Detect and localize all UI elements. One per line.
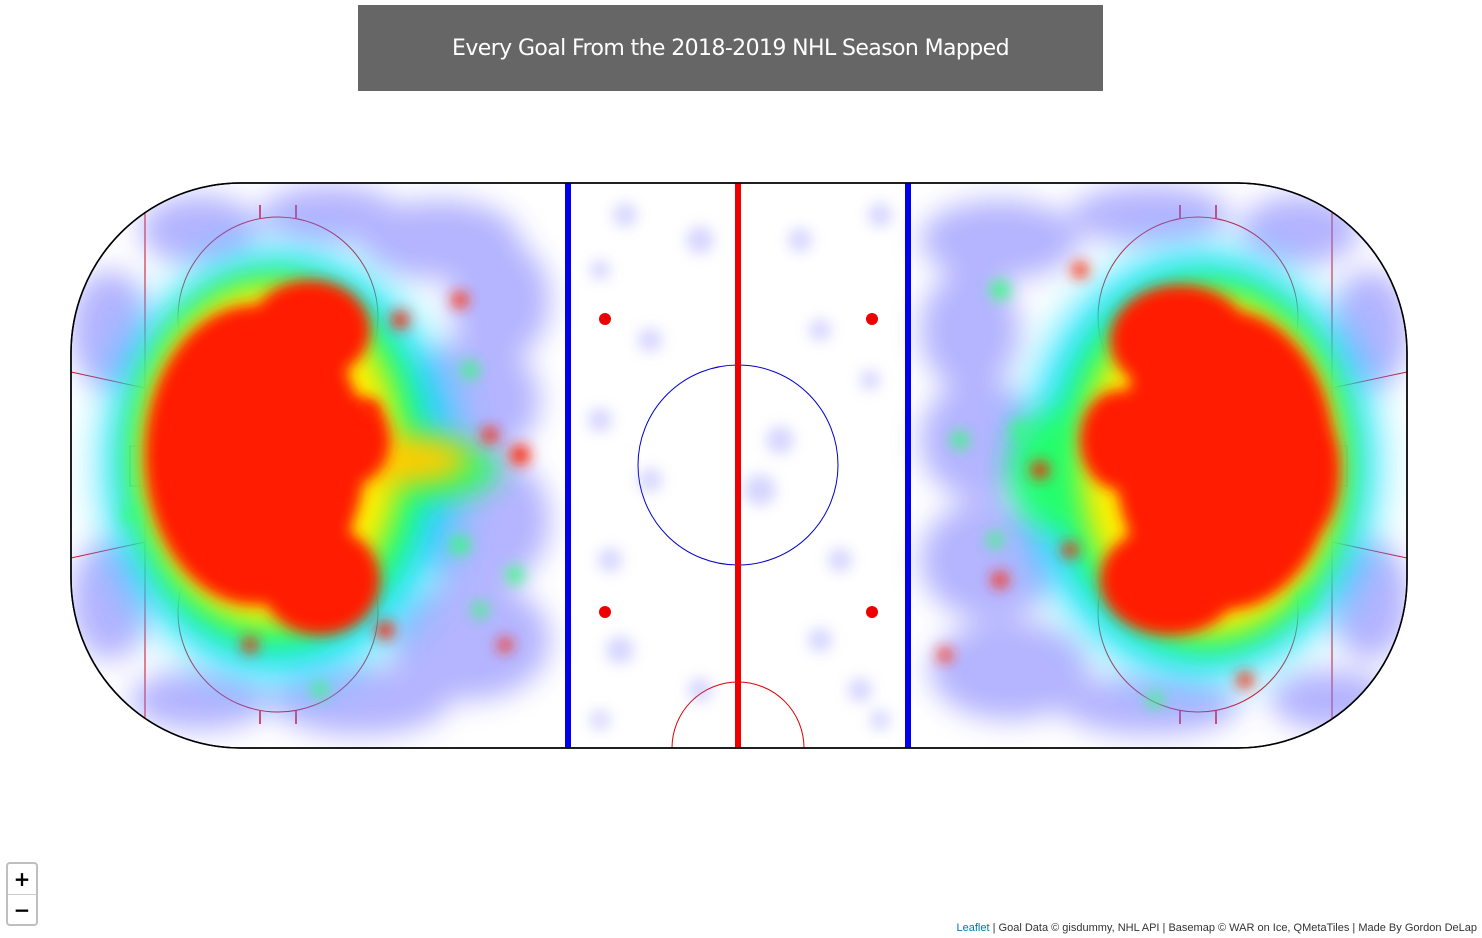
faceoff-dot <box>599 606 611 618</box>
basemap-credit: Basemap © WAR on Ice, QMetaTiles <box>1168 922 1350 934</box>
author-credit: Made By Gordon DeLap <box>1358 922 1477 934</box>
faceoff-dot <box>866 606 878 618</box>
map-title-text: Every Goal From the 2018-2019 NHL Season… <box>452 35 1010 61</box>
goal-data-credit: Goal Data © gisdummy, NHL API <box>998 922 1160 934</box>
faceoff-dot <box>599 313 611 325</box>
map-title: Every Goal From the 2018-2019 NHL Season… <box>358 5 1103 91</box>
attribution-separator: | <box>1159 922 1169 934</box>
attribution-separator: | <box>1349 922 1359 934</box>
faceoff-dot <box>866 313 878 325</box>
zoom-out-button[interactable]: − <box>13 898 31 922</box>
attribution-bar: Leaflet | Goal Data © gisdummy, NHL API … <box>951 920 1482 936</box>
leaflet-link[interactable]: Leaflet <box>956 922 990 934</box>
goal-heatmap <box>71 185 1407 735</box>
attribution-separator: | <box>989 922 999 934</box>
zoom-in-button[interactable]: + <box>8 864 36 895</box>
zoom-control: + − <box>6 862 38 926</box>
